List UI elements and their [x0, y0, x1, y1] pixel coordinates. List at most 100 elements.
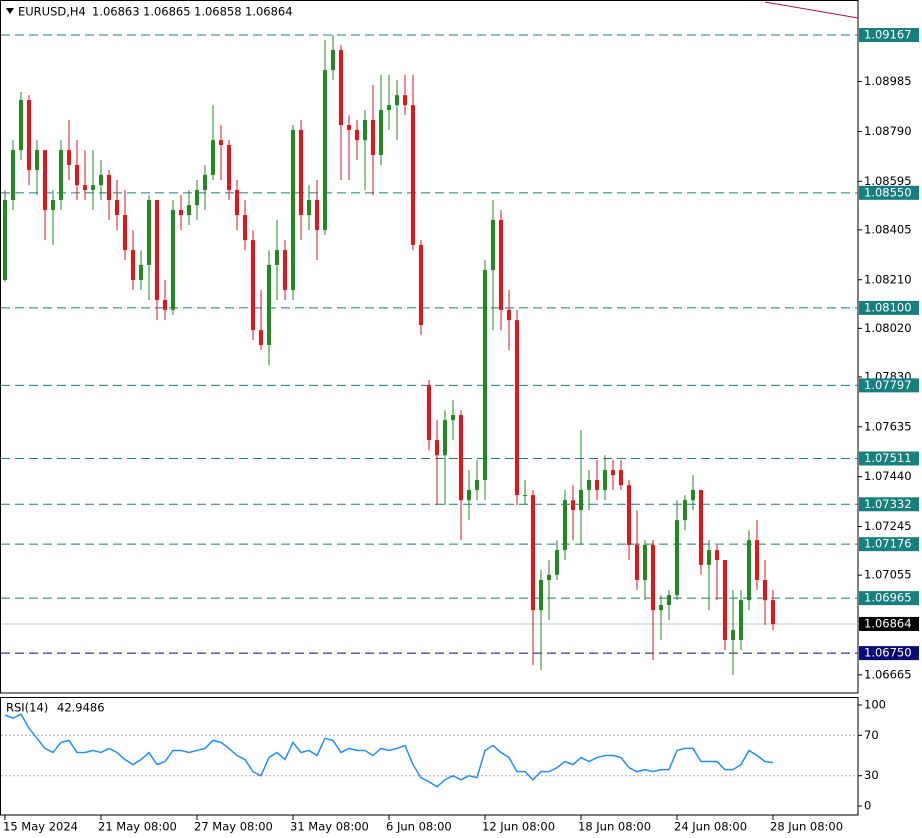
candle-body: [315, 199, 319, 231]
level-label: 1.08100: [864, 300, 912, 314]
candle-body: [235, 189, 239, 216]
y-tick-label: 1.08405: [864, 222, 912, 236]
candle-body: [467, 489, 471, 501]
candle-body: [107, 174, 111, 200]
candle-body: [411, 105, 415, 245]
candle-body: [571, 500, 575, 511]
candle-body: [83, 185, 87, 190]
candle-body: [67, 150, 71, 165]
y-tick-label: 1.08595: [864, 174, 912, 188]
y-tick-label: 70: [864, 728, 879, 742]
y-tick-label: 1.08020: [864, 321, 912, 335]
y-tick-label: 30: [864, 768, 879, 782]
candle-body: [43, 150, 47, 210]
y-tick-label: 1.08210: [864, 272, 912, 286]
candle-body: [51, 199, 55, 210]
level-label: 1.08550: [864, 185, 912, 199]
candle-body: [163, 299, 167, 310]
last-price-box: [859, 616, 919, 631]
candle-body: [75, 164, 79, 186]
candle-body: [763, 579, 767, 601]
candle-body: [35, 150, 39, 171]
level-label-box: [859, 28, 919, 43]
candle-body: [563, 500, 567, 551]
candle-body: [771, 600, 775, 624]
candle-body: [355, 129, 359, 141]
y-tick-label: 100: [864, 698, 886, 712]
candle-body: [699, 489, 703, 565]
x-tick-label: 18 Jun 08:00: [578, 820, 651, 834]
candle-body: [27, 99, 31, 171]
y-tick-label: 1.06665: [864, 667, 912, 681]
candle-body: [307, 199, 311, 216]
candle-body: [659, 605, 663, 611]
candle-body: [267, 264, 271, 345]
candle-body: [419, 244, 423, 326]
level-label: 1.09167: [864, 28, 912, 42]
candle-body: [523, 495, 527, 497]
candle-body: [147, 199, 151, 265]
candle-body: [483, 270, 487, 480]
candle-body: [155, 199, 159, 300]
level-label: 1.06965: [864, 591, 912, 605]
rsi-panel: [0, 697, 859, 816]
candle-body: [283, 250, 287, 290]
candle-body: [603, 470, 607, 490]
candle-body: [715, 550, 719, 561]
rsi-value: 42.9486: [57, 701, 105, 715]
level-label: 1.06750: [864, 646, 912, 660]
candle-body: [123, 215, 127, 251]
y-tick-label: 1.07245: [864, 519, 912, 533]
candle-body: [587, 479, 591, 490]
level-label-box: [859, 378, 919, 393]
x-tick-label: 31 May 08:00: [290, 820, 369, 834]
candle-body: [195, 189, 199, 206]
candle-body: [507, 309, 511, 321]
level-label-box: [859, 451, 919, 466]
candle-body: [187, 205, 191, 216]
candle-body: [611, 470, 615, 476]
x-tick-label: 27 May 08:00: [194, 820, 273, 834]
candle-body: [11, 150, 15, 200]
main-panel: [0, 0, 859, 694]
candle-body: [139, 264, 143, 281]
candle-body: [651, 544, 655, 611]
candle-body: [683, 500, 687, 521]
candle-body: [59, 150, 63, 200]
candle-body: [91, 185, 95, 190]
candle-body: [291, 129, 295, 290]
candle-body: [691, 489, 695, 501]
candle-body: [491, 219, 495, 271]
candle-body: [451, 415, 455, 421]
candle-body: [675, 520, 679, 596]
ohlc-value: 1.06863: [92, 5, 140, 19]
candle-body: [499, 219, 503, 310]
x-tick-label: 28 Jun 08:00: [770, 820, 843, 834]
x-tick-label: 15 May 2024: [3, 820, 78, 834]
candle-body: [363, 119, 367, 141]
candle-body: [755, 540, 759, 580]
y-tick-label: 0: [864, 799, 871, 813]
last-price-label: 1.06864: [864, 616, 912, 630]
candle-body: [243, 215, 247, 241]
menu-arrow[interactable]: [6, 8, 14, 14]
trend-line: [764, 1, 859, 19]
rsi-line: [4, 713, 774, 788]
x-tick-label: 6 Jun 08:00: [386, 820, 452, 834]
candle-body: [515, 320, 519, 496]
candle-body: [547, 574, 551, 580]
candle-body: [667, 595, 671, 606]
candle-body: [579, 489, 583, 511]
level-label: 1.07511: [864, 451, 912, 465]
candle-body: [131, 250, 135, 281]
candle-body: [595, 479, 599, 490]
candle-body: [403, 95, 407, 106]
level-label: 1.07332: [864, 497, 912, 511]
candle-body: [219, 140, 223, 145]
candle-body: [347, 125, 351, 130]
candle-body: [3, 199, 7, 281]
symbol: EURUSD,H4: [18, 5, 86, 19]
candle-body: [555, 550, 559, 575]
level-label-box: [859, 591, 919, 606]
